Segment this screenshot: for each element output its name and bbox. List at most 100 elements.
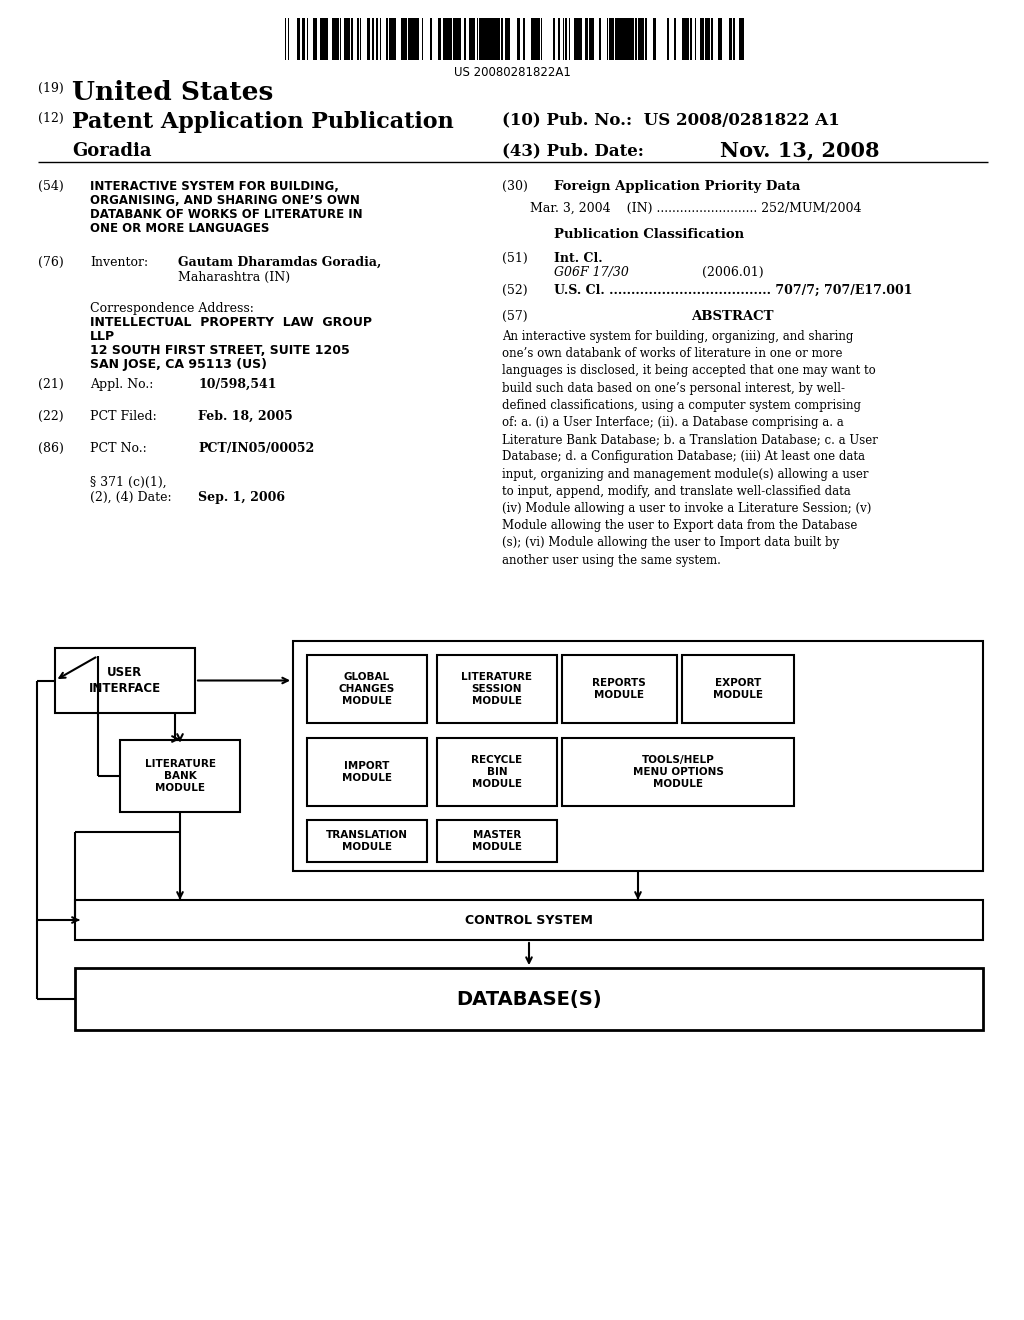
Bar: [590, 18, 594, 59]
Text: SAN JOSE, CA 95113 (US): SAN JOSE, CA 95113 (US): [90, 358, 267, 371]
Text: Correspondence Address:: Correspondence Address:: [90, 302, 254, 315]
Text: Mar. 3, 2004    (IN) .......................... 252/MUM/2004: Mar. 3, 2004 (IN) ......................…: [530, 202, 861, 215]
Bar: [335, 18, 337, 59]
Bar: [430, 18, 432, 59]
Text: REPORTS
MODULE: REPORTS MODULE: [592, 678, 646, 700]
Text: PCT/IN05/00052: PCT/IN05/00052: [198, 442, 314, 455]
Bar: [682, 655, 794, 723]
Text: Inventor:: Inventor:: [90, 256, 148, 269]
Text: IMPORT
MODULE: IMPORT MODULE: [342, 762, 392, 783]
Bar: [578, 18, 580, 59]
Text: INTELLECTUAL  PROPERTY  LAW  GROUP: INTELLECTUAL PROPERTY LAW GROUP: [90, 315, 372, 329]
Bar: [75, 900, 983, 940]
Text: RECYCLE
BIN
MODULE: RECYCLE BIN MODULE: [471, 755, 522, 788]
Bar: [487, 18, 490, 59]
Bar: [120, 741, 240, 812]
Bar: [685, 18, 687, 59]
Bar: [535, 18, 537, 59]
Bar: [635, 18, 637, 59]
Text: (76): (76): [38, 256, 63, 269]
Bar: [401, 18, 403, 59]
Bar: [729, 18, 731, 59]
Text: DATABANK OF WORKS OF LITERATURE IN: DATABANK OF WORKS OF LITERATURE IN: [90, 209, 362, 220]
Bar: [412, 18, 414, 59]
Bar: [700, 18, 705, 59]
Bar: [55, 648, 195, 713]
Text: (54): (54): [38, 180, 63, 193]
Bar: [733, 18, 735, 59]
Text: DATABASE(S): DATABASE(S): [456, 990, 602, 1008]
Bar: [562, 738, 794, 807]
Bar: [580, 18, 582, 59]
Bar: [558, 18, 560, 59]
Bar: [345, 18, 347, 59]
Text: INTERACTIVE SYSTEM FOR BUILDING,: INTERACTIVE SYSTEM FOR BUILDING,: [90, 180, 339, 193]
Bar: [409, 18, 412, 59]
Text: Int. Cl.: Int. Cl.: [554, 252, 603, 265]
Text: Appl. No.:: Appl. No.:: [90, 378, 154, 391]
Bar: [293, 642, 983, 871]
Text: (43) Pub. Date:: (43) Pub. Date:: [502, 143, 644, 158]
Bar: [505, 18, 507, 59]
Text: PCT No.:: PCT No.:: [90, 442, 146, 455]
Bar: [640, 18, 642, 59]
Bar: [307, 738, 427, 807]
Bar: [307, 655, 427, 723]
Bar: [298, 18, 300, 59]
Bar: [406, 18, 407, 59]
Text: Feb. 18, 2005: Feb. 18, 2005: [198, 411, 293, 422]
Bar: [469, 18, 471, 59]
Bar: [372, 18, 374, 59]
Text: (10) Pub. No.:  US 2008/0281822 A1: (10) Pub. No.: US 2008/0281822 A1: [502, 111, 840, 128]
Bar: [674, 18, 676, 59]
Bar: [585, 18, 588, 59]
Text: (22): (22): [38, 411, 63, 422]
Bar: [687, 18, 689, 59]
Text: LITERATURE
BANK
MODULE: LITERATURE BANK MODULE: [144, 759, 215, 792]
Bar: [443, 18, 445, 59]
Bar: [479, 18, 482, 59]
Bar: [75, 968, 983, 1030]
Bar: [623, 18, 627, 59]
Text: LITERATURE
SESSION
MODULE: LITERATURE SESSION MODULE: [462, 672, 532, 706]
Bar: [494, 18, 496, 59]
Text: TRANSLATION
MODULE: TRANSLATION MODULE: [326, 830, 408, 851]
Text: (19): (19): [38, 82, 63, 95]
Text: (52): (52): [502, 284, 527, 297]
Bar: [302, 18, 305, 59]
Text: 10/598,541: 10/598,541: [198, 378, 276, 391]
Bar: [321, 18, 325, 59]
Bar: [599, 18, 601, 59]
Bar: [389, 18, 392, 59]
Text: G06F 17/30: G06F 17/30: [554, 267, 629, 279]
Bar: [627, 18, 629, 59]
Bar: [642, 18, 644, 59]
Bar: [538, 18, 540, 59]
Bar: [682, 18, 685, 59]
Bar: [705, 18, 708, 59]
Text: USER
INTERFACE: USER INTERFACE: [89, 667, 161, 694]
Bar: [351, 18, 353, 59]
Bar: [471, 18, 475, 59]
Text: CONTROL SYSTEM: CONTROL SYSTEM: [465, 913, 593, 927]
Bar: [490, 18, 493, 59]
Bar: [653, 18, 656, 59]
Bar: [437, 820, 557, 862]
Text: (12): (12): [38, 112, 63, 125]
Bar: [307, 820, 427, 862]
Text: ORGANISING, AND SHARING ONE’S OWN: ORGANISING, AND SHARING ONE’S OWN: [90, 194, 359, 207]
Bar: [517, 18, 520, 59]
Text: TOOLS/HELP
MENU OPTIONS
MODULE: TOOLS/HELP MENU OPTIONS MODULE: [633, 755, 723, 788]
Text: Foreign Application Priority Data: Foreign Application Priority Data: [554, 180, 801, 193]
Text: EXPORT
MODULE: EXPORT MODULE: [713, 678, 763, 700]
Bar: [315, 18, 317, 59]
Bar: [368, 18, 370, 59]
Text: ONE OR MORE LANGUAGES: ONE OR MORE LANGUAGES: [90, 222, 269, 235]
Text: United States: United States: [72, 81, 273, 106]
Text: Publication Classification: Publication Classification: [554, 228, 744, 242]
Text: PCT Filed:: PCT Filed:: [90, 411, 157, 422]
Bar: [620, 18, 622, 59]
Text: (51): (51): [502, 252, 527, 265]
Bar: [337, 18, 339, 59]
Text: 12 SOUTH FIRST STREET, SUITE 1205: 12 SOUTH FIRST STREET, SUITE 1205: [90, 345, 350, 356]
